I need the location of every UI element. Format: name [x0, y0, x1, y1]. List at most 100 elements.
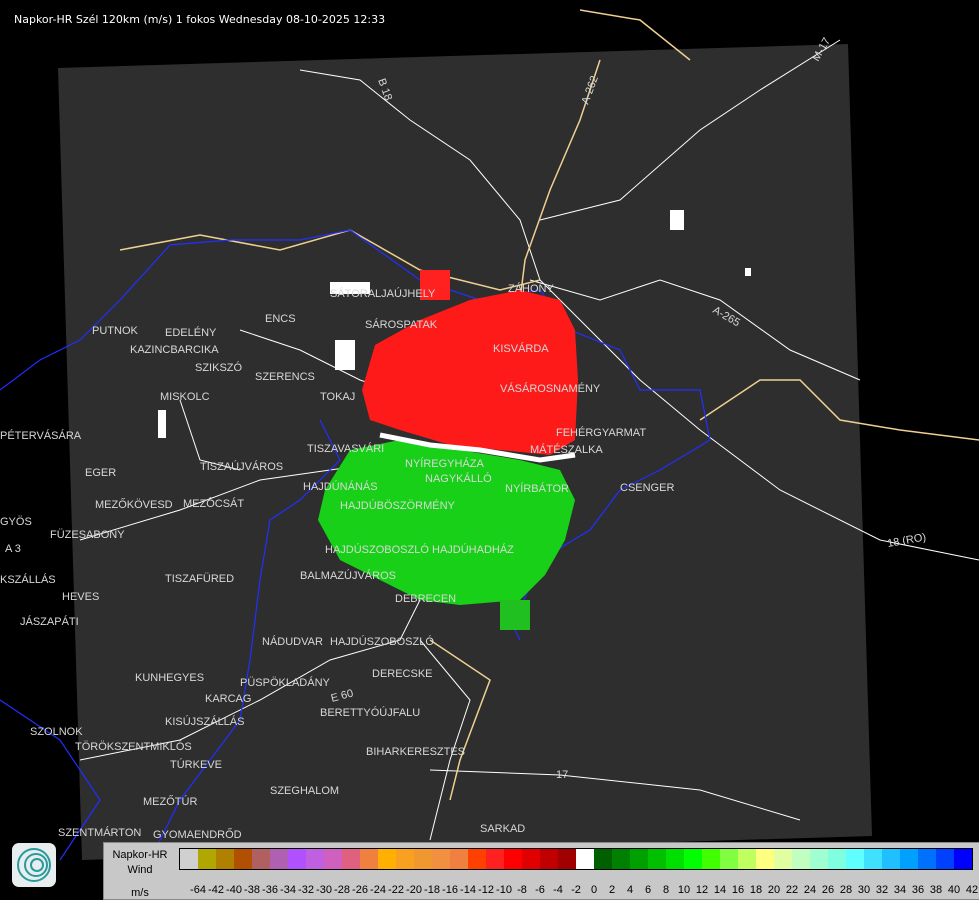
color-cell	[180, 849, 198, 869]
color-cell	[846, 849, 864, 869]
city-label: HAJDÚSZOBOSZLÓ	[325, 543, 429, 556]
color-cell	[756, 849, 774, 869]
city-label: SZIKSZÓ	[195, 361, 243, 374]
scale-label: 6	[644, 884, 652, 896]
scale-label: 2	[608, 884, 616, 896]
city-labels: PUTNOK EDELÉNY KAZINCBARCIKA SZIKSZÓ ENCS SÁT…	[0, 282, 674, 841]
city-label: TOKAJ	[320, 391, 355, 403]
scale-label: -16	[442, 884, 458, 896]
city-label: PÜSPÖKLADÁNY	[240, 676, 331, 689]
color-cell	[882, 849, 900, 869]
scale-label: 36	[911, 884, 925, 896]
color-cell	[900, 849, 918, 869]
road-label: A 3	[5, 543, 21, 555]
scale-label: -4	[553, 884, 563, 896]
city-label: NYÍREGYHÁZA	[405, 457, 485, 470]
city-label: VÁSÁROSNAMÉNY	[500, 382, 601, 395]
scale-label: -40	[226, 884, 242, 896]
scale-label: -34	[280, 884, 296, 896]
color-cell	[612, 849, 630, 869]
legend-quantity: Wind	[127, 864, 153, 876]
scale-label: 38	[929, 884, 943, 896]
city-label: KARCAG	[205, 693, 251, 705]
city-label: FÜZESABONY	[50, 529, 125, 541]
scale-label: -6	[535, 884, 545, 896]
city-label: NÁDUDVAR	[262, 635, 323, 648]
scale-label: 0	[590, 884, 598, 896]
color-cell	[216, 849, 234, 869]
color-cell	[954, 849, 972, 869]
color-cell	[414, 849, 432, 869]
city-label: MISKOLC	[160, 391, 210, 403]
city-label: TÚRKEVE	[170, 758, 222, 771]
scale-label: -14	[460, 884, 476, 896]
city-label: BALMAZÚJVÁROS	[300, 569, 396, 582]
scale-label: -24	[370, 884, 386, 896]
color-cell	[666, 849, 684, 869]
city-label: MEZŐCSÁT	[183, 496, 244, 510]
scale-label: 40	[947, 884, 961, 896]
city-label: BIHARKERESZTES	[366, 746, 465, 758]
color-cell	[324, 849, 342, 869]
scale-label: -38	[244, 884, 260, 896]
city-label: BERETTYÓÚJFALU	[320, 706, 420, 719]
city-label: HAJDÚNÁNÁS	[303, 480, 378, 493]
city-label: TISZAÚJVÁROS	[200, 460, 283, 473]
city-label: MEZŐTÚR	[143, 794, 197, 808]
scale-label: -2	[571, 884, 581, 896]
scale-label: 26	[821, 884, 835, 896]
city-label: HAJDÚSZOBOSZLÓ	[330, 635, 434, 648]
color-cell	[234, 849, 252, 869]
city-label: EGER	[85, 467, 116, 479]
scale-label: 4	[626, 884, 634, 896]
city-label: NYÍRBÁTOR	[505, 482, 569, 495]
city-label: EDELÉNY	[165, 326, 217, 339]
city-label: HAJDÚHADHÁZ	[432, 543, 514, 556]
color-cell	[792, 849, 810, 869]
napkor-logo	[12, 843, 56, 887]
city-label: GYÖS	[0, 516, 32, 528]
city-label: TISZAVASVÁRI	[307, 442, 384, 455]
color-cell	[486, 849, 504, 869]
city-label: ENCS	[265, 313, 296, 325]
color-cell	[450, 849, 468, 869]
city-label: SARKAD	[480, 823, 525, 835]
color-cell	[720, 849, 738, 869]
scale-label: -20	[406, 884, 422, 896]
color-cell	[630, 849, 648, 869]
city-label: MÁTÉSZALKA	[530, 443, 603, 456]
scale-label: -32	[298, 884, 314, 896]
city-label: DERECSKE	[372, 668, 433, 680]
color-cell	[270, 849, 288, 869]
color-cell	[936, 849, 954, 869]
scale-label: 20	[767, 884, 781, 896]
color-scale	[179, 848, 973, 870]
city-label: KISÚJSZÁLLÁS	[165, 715, 244, 728]
color-cell	[378, 849, 396, 869]
scale-label: 30	[857, 884, 871, 896]
color-cell	[558, 849, 576, 869]
scale-label: 34	[893, 884, 907, 896]
zero-wind-line	[379, 432, 576, 463]
legend-title: Napkor-HR Wind m/s	[106, 848, 174, 900]
color-cell	[594, 849, 612, 869]
color-cell	[576, 849, 594, 869]
color-cell	[468, 849, 486, 869]
road-label: E 60	[330, 687, 355, 704]
city-label: JÁSZAPÁTI	[20, 615, 79, 628]
city-label: SZERENCS	[255, 371, 315, 383]
color-cell	[504, 849, 522, 869]
radar-echo-receding	[362, 270, 578, 455]
scale-label: 32	[875, 884, 889, 896]
clutter-echoes	[158, 210, 751, 438]
color-cell	[540, 849, 558, 869]
color-cell	[522, 849, 540, 869]
city-label: HEVES	[62, 591, 99, 603]
color-cell	[360, 849, 378, 869]
color-cell	[306, 849, 324, 869]
wind-legend: Napkor-HR Wind m/s -64 -42 -40 -38 -36 -34 -32…	[103, 842, 979, 900]
city-label: SZEGHALOM	[270, 785, 339, 797]
color-cell	[810, 849, 828, 869]
color-cell	[396, 849, 414, 869]
